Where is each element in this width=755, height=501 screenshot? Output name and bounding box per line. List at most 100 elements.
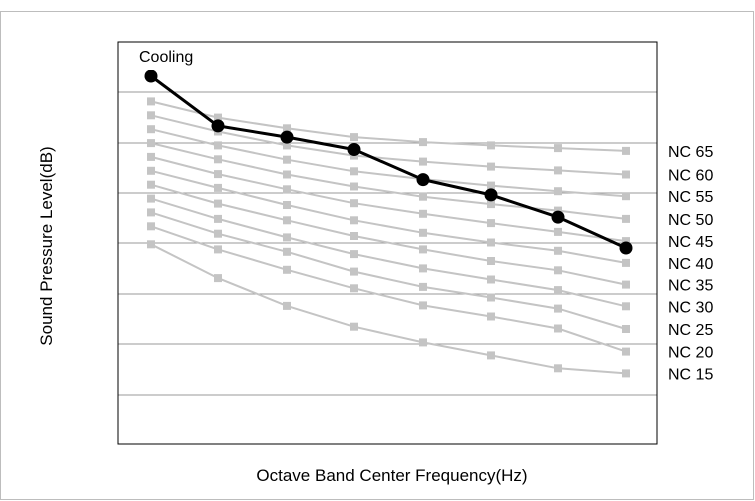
nc-30-marker: [147, 194, 155, 203]
y-axis-label: Sound Pressure Level(dB): [37, 146, 56, 345]
nc-65-marker: [622, 146, 630, 155]
nc-65-marker: [350, 133, 358, 142]
nc-25-marker: [622, 325, 630, 333]
nc-15-marker: [487, 351, 495, 360]
nc-60-marker: [487, 162, 495, 171]
nc-15-marker: [554, 364, 562, 373]
nc-65-marker: [214, 113, 222, 122]
nc-65-marker: [554, 144, 562, 153]
nc-25-marker: [487, 293, 495, 302]
nc-50-marker: [622, 214, 630, 223]
nc-20-label: NC 20: [668, 345, 713, 362]
cooling-line: [150, 74, 627, 250]
nc-25-marker: [554, 304, 562, 313]
series-label-backdrop: [136, 44, 216, 70]
nc-50-marker: [419, 192, 427, 201]
nc-40-marker: [350, 216, 358, 225]
nc-35-label: NC 35: [668, 278, 713, 295]
nc-15-label: NC 15: [668, 366, 713, 383]
nc-60-marker: [554, 166, 562, 175]
nc-15-marker: [147, 240, 155, 249]
nc-50-marker: [487, 200, 495, 209]
series-label-cooling: Cooling: [139, 49, 193, 66]
nc-55-marker: [350, 167, 358, 176]
nc-50-label: NC 50: [668, 212, 713, 229]
nc-50-marker: [350, 182, 358, 191]
cooling-point: [619, 241, 633, 255]
nc-55-marker: [622, 192, 630, 201]
nc-45-marker: [487, 219, 495, 228]
nc-40-marker: [554, 246, 562, 255]
nc-40-label: NC 40: [668, 256, 713, 273]
nc-35-marker: [214, 199, 222, 208]
nc-35-curve: [150, 183, 627, 286]
nc-15-marker: [350, 322, 358, 331]
nc-15-marker: [419, 338, 427, 347]
nc-60-marker: [147, 111, 155, 120]
nc-30-marker: [419, 264, 427, 273]
nc-25-marker: [350, 267, 358, 276]
nc-45-label: NC 45: [668, 234, 713, 251]
nc-15-curve: [150, 243, 627, 375]
cooling-series: [144, 69, 633, 255]
nc-25-marker: [214, 229, 222, 238]
nc-35-marker: [487, 257, 495, 265]
cooling-point: [211, 119, 225, 133]
nc-55-marker: [214, 141, 222, 150]
nc-30-marker: [350, 250, 358, 259]
nc-55-curve: [150, 128, 627, 198]
nc-15-marker: [214, 274, 222, 283]
nc-65-marker: [419, 138, 427, 147]
nc-45-marker: [147, 152, 155, 161]
nc-25-marker: [283, 247, 291, 256]
nc-65-label: NC 65: [668, 144, 713, 161]
nc-45-marker: [622, 237, 630, 246]
nc-20-curve: [150, 225, 627, 353]
nc-30-label: NC 30: [668, 299, 713, 316]
nc-40-curve: [150, 169, 627, 264]
x-axis-label: Octave Band Center Frequency(Hz): [256, 466, 527, 485]
nc-60-label: NC 60: [668, 168, 713, 185]
nc-55-marker: [487, 181, 495, 190]
nc-65-marker: [283, 124, 291, 133]
nc-40-marker: [487, 238, 495, 247]
nc-50-marker: [147, 139, 155, 148]
cooling-point: [347, 143, 361, 156]
nc-55-marker: [147, 125, 155, 134]
nc-20-marker: [487, 312, 495, 321]
nc-55-label: NC 55: [668, 189, 713, 206]
nc-45-marker: [350, 199, 358, 208]
nc-35-marker: [147, 180, 155, 189]
nc-60-curve: [150, 114, 627, 176]
nc-20-marker: [419, 301, 427, 310]
nc-20-marker: [622, 347, 630, 356]
nc-35-marker: [283, 216, 291, 225]
nc-50-curve: [150, 142, 627, 220]
nc-50-marker: [283, 170, 291, 179]
nc-20-marker: [554, 324, 562, 333]
nc-65-curve: [150, 100, 627, 152]
cooling-point: [484, 188, 498, 202]
nc-60-marker: [622, 170, 630, 179]
nc-55-marker: [554, 187, 562, 196]
nc-45-marker: [554, 227, 562, 236]
nc-30-marker: [283, 233, 291, 242]
nc-30-marker: [487, 275, 495, 284]
nc-45-marker: [283, 185, 291, 194]
nc-35-marker: [350, 232, 358, 240]
nc-20-marker: [283, 265, 291, 274]
nc-30-marker: [214, 214, 222, 223]
nc-40-marker: [622, 258, 630, 267]
nc-40-marker: [214, 183, 222, 192]
nc-25-marker: [147, 208, 155, 217]
cooling-point: [416, 173, 430, 187]
nc-15-marker: [622, 369, 630, 378]
nc-45-curve: [150, 155, 627, 243]
nc-30-curve: [150, 197, 627, 308]
nc-20-marker: [350, 284, 358, 293]
nc-35-marker: [419, 245, 427, 254]
nc-25-curve: [150, 211, 627, 330]
nc-60-marker: [419, 157, 427, 166]
nc-40-marker: [147, 166, 155, 175]
